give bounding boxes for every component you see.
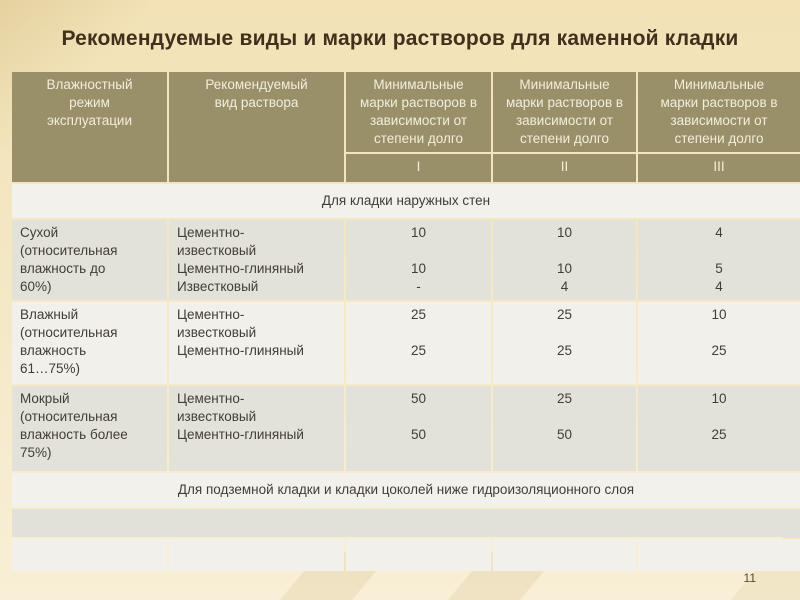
cell-grade-iii: 4 5 4 [638,220,800,300]
empty-cell [493,539,636,571]
cell-grade-iii: 10 25 [638,386,800,471]
cell-mortar-types: Цементно- известковый Цементно-глиняный [169,386,344,471]
header-durability-2: Минимальные марки растворов в зависимост… [493,72,636,152]
cell-grade-ii: 25 25 [493,302,636,384]
cell-grade-i: 25 25 [346,302,491,384]
empty-cell [12,539,167,571]
header-durability-1: Минимальные марки растворов в зависимост… [346,72,491,152]
slide-title: Рекомендуемые виды и марки растворов для… [61,27,739,50]
cell-grade-i: 50 50 [346,386,491,471]
cell-humidity: Влажный (относительная влажность 61…75%) [12,302,167,384]
subheader-level-1: I [346,154,491,182]
subheader-level-2: II [493,154,636,182]
empty-cell [346,539,491,571]
cell-humidity: Мокрый (относительная влажность более 75… [12,386,167,471]
cell-grade-iii: 10 25 [638,302,800,384]
empty-row-cells [12,539,800,571]
empty-row-merged [12,509,800,537]
table-row-wet: Мокрый (относительная влажность более 75… [12,386,800,471]
cell-mortar-types: Цементно- известковый Цементно-глиняный [169,302,344,384]
section-row-underground: Для подземной кладки и кладки цоколей ни… [12,473,800,507]
header-durability-3: Минимальные марки растворов в зависимост… [638,72,800,152]
header-humidity-regime: Влажностный режим эксплуатации [12,72,167,182]
cell-grade-i: 10 10 - [346,220,491,300]
cell-mortar-types: Цементно- известковый Цементно-глиняный … [169,220,344,300]
empty-cell [169,539,344,571]
empty-cell [638,539,800,571]
subheader-level-3: III [638,154,800,182]
cell-humidity: Сухой (относительная влажность до 60%) [12,220,167,300]
cell-grade-ii: 25 50 [493,386,636,471]
table-row-damp: Влажный (относительная влажность 61…75%)… [12,302,800,384]
header-mortar-type: Рекомендуемый вид раствора [169,72,344,182]
section-row-exterior-walls: Для кладки наружных стен [12,184,800,218]
mortar-grades-table: Влажностный режим эксплуатации Рекоменду… [10,70,800,573]
page-number: 11 [743,571,756,585]
empty-merged-cell [12,509,800,537]
table-row-dry: Сухой (относительная влажность до 60%) Ц… [12,220,800,300]
cell-grade-ii: 10 10 4 [493,220,636,300]
